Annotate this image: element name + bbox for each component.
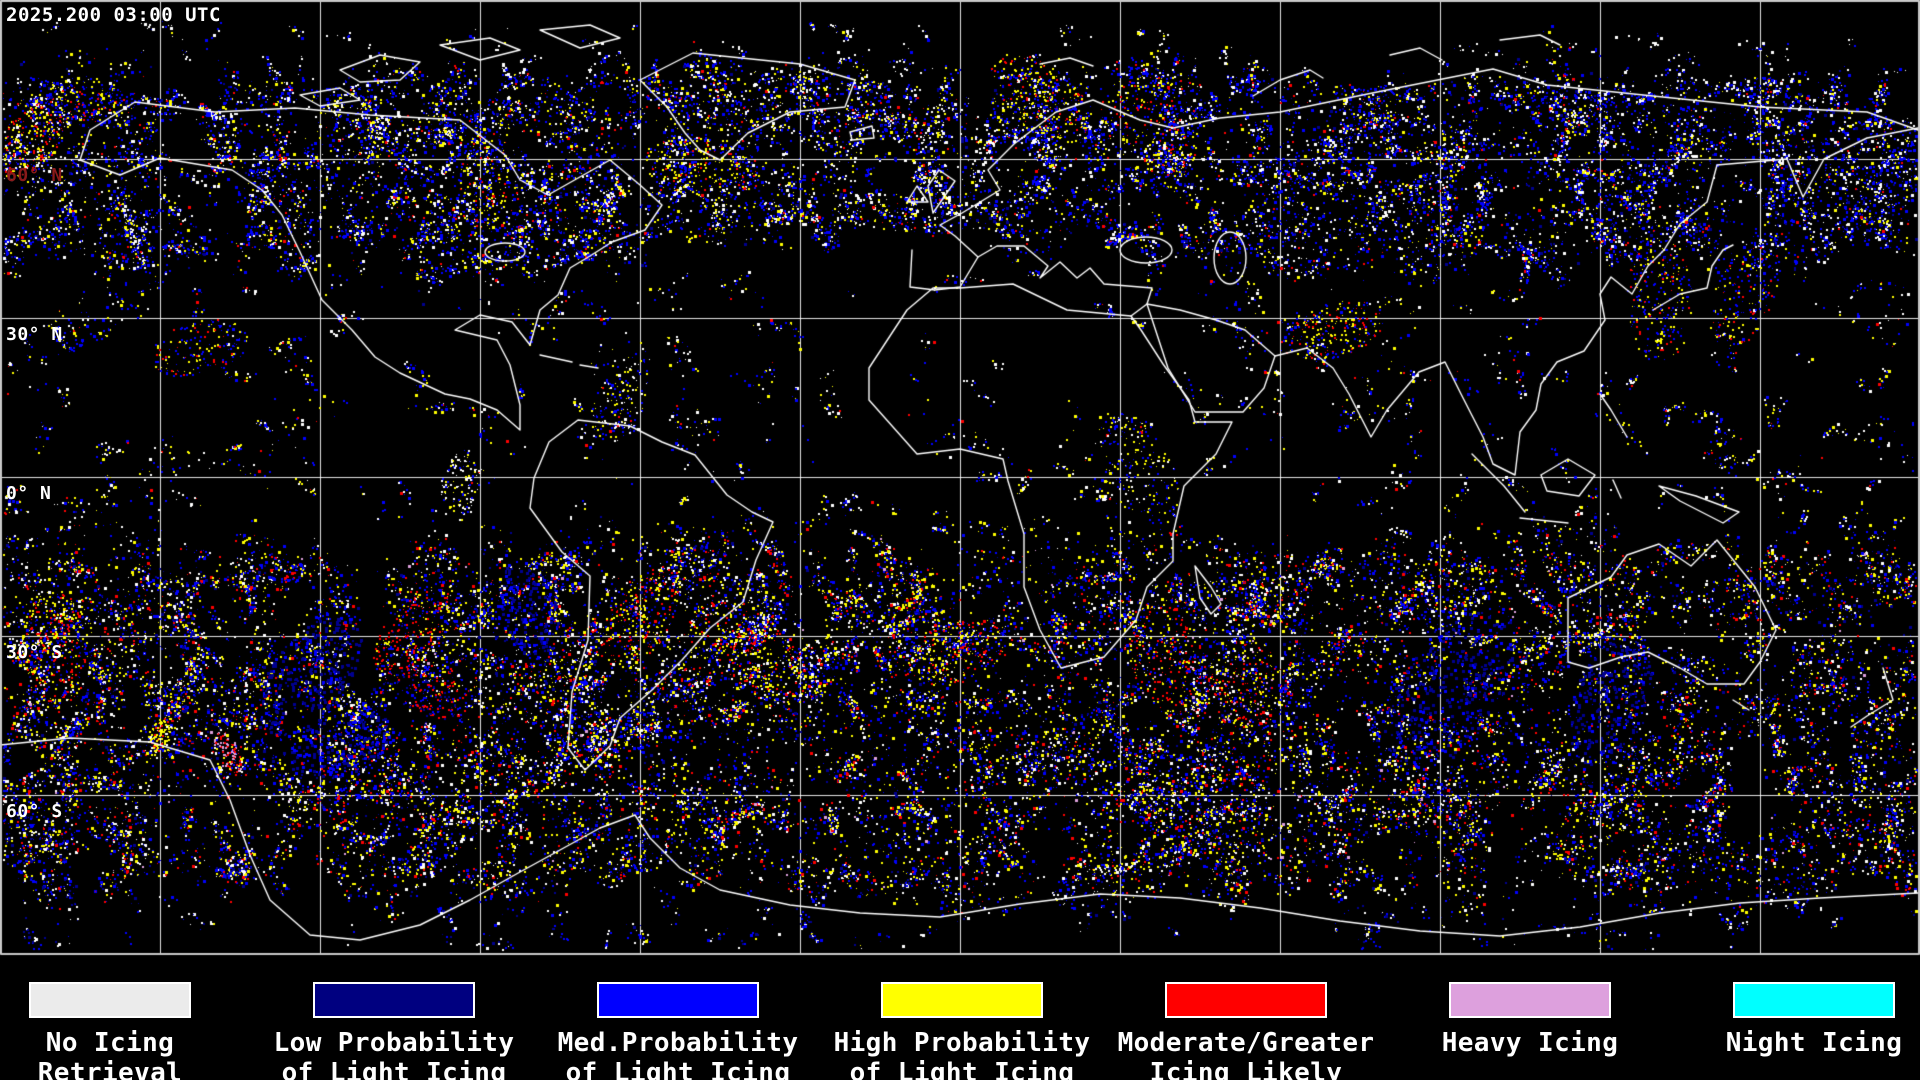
icing-map-canvas [0,0,1920,956]
night-icing-swatch [1733,982,1895,1018]
legend-item-night-icing: Night Icing [1726,956,1902,1080]
legend-item-moderate-greater-icing: Moderate/Greater Icing Likely [1118,956,1374,1080]
lat-label-30n: 30° N [6,324,63,345]
low-prob-light-icing-swatch [313,982,475,1018]
world-icing-map: 2025.200 03:00 UTC 60° N 30° N 0° N 30° … [0,0,1920,956]
legend-label-line1: No Icing [45,1028,175,1058]
legend-label-line1: Moderate/Greater [1117,1028,1375,1058]
legend: No Icing Retrieval Low Probability of Ligh… [0,956,1920,1080]
lat-label-60n: 60° N [6,165,63,186]
legend-item-low-prob-light-icing: Low Probability of Light Icing [274,956,514,1080]
legend-label-line1: Night Icing [1725,1028,1903,1058]
legend-item-heavy-icing: Heavy Icing [1442,956,1618,1080]
lat-label-30s: 30° S [6,642,63,663]
no-icing-retrieval-swatch [29,982,191,1018]
legend-label-line2: of Light Icing [565,1058,791,1080]
moderate-greater-icing-swatch [1165,982,1327,1018]
lat-label-60s: 60° S [6,801,63,822]
lat-label-0n: 0° N [6,483,52,504]
legend-item-no-icing-retrieval: No Icing Retrieval [29,956,191,1080]
legend-label-line1: Heavy Icing [1441,1028,1619,1058]
high-prob-light-icing-swatch [881,982,1043,1018]
legend-item-med-prob-light-icing: Med.Probability of Light Icing [558,956,798,1080]
heavy-icing-swatch [1449,982,1611,1018]
legend-label-line2: Icing Likely [1149,1058,1343,1080]
legend-label-line1: Low Probability [273,1028,515,1058]
legend-label-line2: Retrieval [37,1058,183,1080]
timestamp-label: 2025.200 03:00 UTC [6,4,221,26]
legend-label-line1: Med.Probability [557,1028,799,1058]
legend-label-line2: of Light Icing [281,1058,507,1080]
legend-label-line1: High Probability [833,1028,1091,1058]
legend-item-high-prob-light-icing: High Probability of Light Icing [834,956,1090,1080]
legend-label-line2: of Light Icing [849,1058,1075,1080]
med-prob-light-icing-swatch [597,982,759,1018]
